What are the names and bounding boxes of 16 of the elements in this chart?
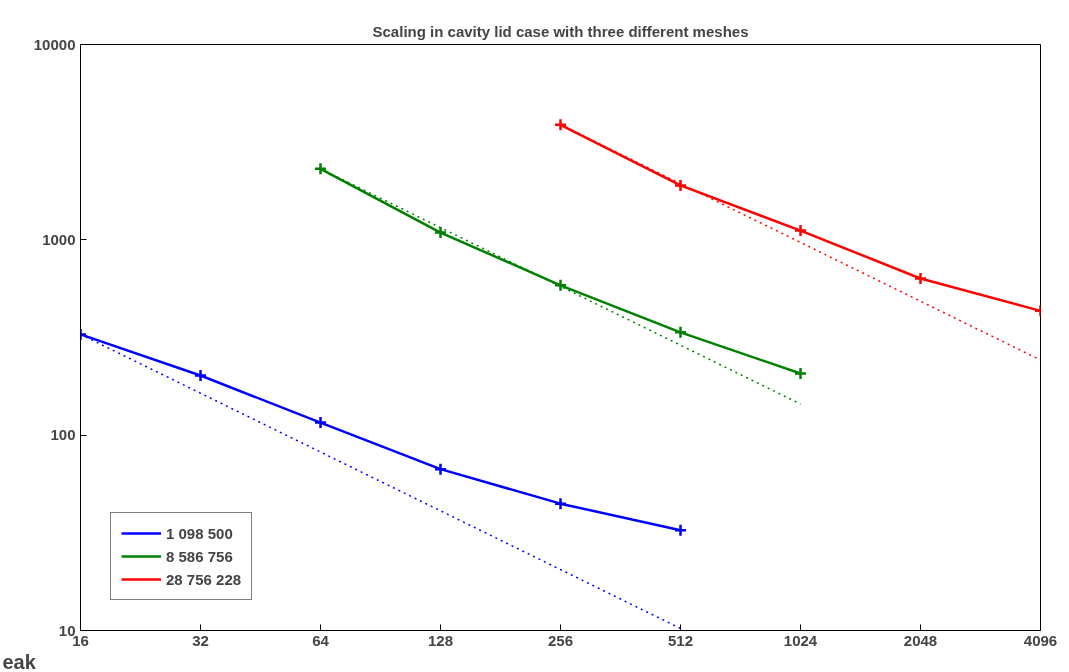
x-tick-label: 1024 xyxy=(783,631,818,649)
x-tick-label: 256 xyxy=(547,631,574,649)
y-tick-label: 10000 xyxy=(33,35,76,53)
chart-title: Scaling in cavity lid case with three different meshes xyxy=(372,22,749,40)
legend-label: 28 756 228 xyxy=(166,570,242,588)
y-tick-label: 1000 xyxy=(42,230,76,248)
x-tick-label: 128 xyxy=(427,631,454,649)
x-tick-label: 512 xyxy=(667,631,694,649)
legend-label: 8 586 756 xyxy=(166,547,233,565)
x-tick-label: 4096 xyxy=(1023,631,1058,649)
text: eak xyxy=(2,650,37,672)
x-tick-label: 64 xyxy=(312,631,330,649)
x-tick-label: 32 xyxy=(192,631,209,649)
y-tick-label: 100 xyxy=(50,426,76,444)
legend-label: 1 098 500 xyxy=(166,524,233,542)
x-tick-label: 2048 xyxy=(903,631,938,649)
